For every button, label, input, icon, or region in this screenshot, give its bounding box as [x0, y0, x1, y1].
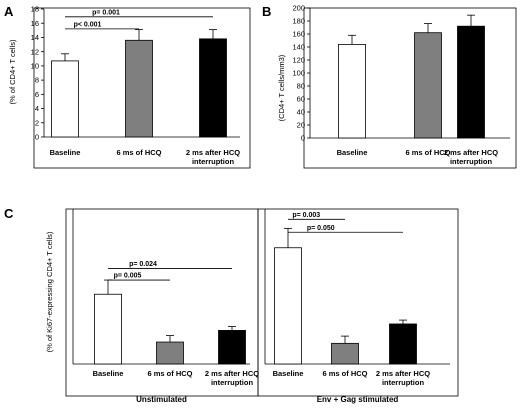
- panel-b-letter: B: [262, 4, 271, 19]
- b-y-tick-label: 140: [292, 43, 305, 52]
- panel-c-left-plot: Baseline 6 ms of HCQ 2 ms after HCQinterru…: [72, 209, 259, 404]
- c-right-p-value-label: p= 0.003: [292, 212, 320, 219]
- b-y-tick-label: 200: [292, 4, 305, 13]
- c-left-p-value-label: p= 0.024: [129, 261, 157, 268]
- c-left-category-label: 6 ms of HCQ: [147, 369, 192, 378]
- panel-a-letter: A: [4, 4, 14, 19]
- c-left-category-label: Baseline: [93, 369, 124, 378]
- c-left-bar: [156, 341, 184, 365]
- b-y-tick-label: 40: [297, 108, 305, 117]
- c-right-category-label: 2 ms after HCQ: [376, 369, 430, 378]
- a-y-tick-label: 18: [31, 5, 39, 14]
- c-right-group-label: Env + Gag stimulated: [317, 395, 399, 404]
- c-left-category-label: interruption: [211, 378, 253, 387]
- panel-b-frame: [303, 7, 517, 169]
- a-p-value-label: p< 0.001: [74, 21, 102, 28]
- b-bar: [414, 32, 442, 139]
- a-y-tick-label: 4: [35, 104, 39, 113]
- b-bar: [338, 44, 366, 139]
- c-left-group-label: Unstimulated: [136, 395, 187, 404]
- panel-b-y-axis-label: (CD4+ T cells/mm3): [277, 54, 286, 121]
- a-y-tick-label: 16: [31, 19, 39, 28]
- panel-b: B (CD4+ T cells/mm3) 0 20 40 60 80 100 120 140 1…: [262, 4, 517, 169]
- c-right-bar: [274, 247, 302, 365]
- b-y-tick-label: 100: [292, 69, 305, 78]
- b-y-tick-label: 80: [297, 82, 305, 91]
- c-left-category-label: 2 ms after HCQ: [205, 369, 259, 378]
- panel-a: A (% of CD4+ T cells) 0 2 4 6 8 10 12 14 16 18 Bas…: [4, 4, 251, 169]
- a-y-tick-label: 0: [35, 133, 39, 142]
- a-p-value-label: p= 0.001: [92, 9, 120, 16]
- b-y-tick-label: 60: [297, 95, 305, 104]
- c-right-bar: [331, 342, 359, 365]
- c-right-bar: [389, 323, 417, 365]
- panel-a-y-axis-label: (% of CD4+ T cells): [8, 39, 17, 104]
- a-bar: [125, 39, 153, 138]
- a-y-tick-label: 14: [31, 33, 39, 42]
- a-y-tick-label: 12: [31, 47, 39, 56]
- a-bar: [51, 60, 79, 138]
- panel-c-right-plot: Baseline 6 ms of HCQ 2 ms after HCQinterru…: [264, 209, 450, 404]
- a-bar: [199, 38, 227, 138]
- panel-a-frame: [33, 7, 251, 169]
- c-left-bar: [218, 330, 246, 365]
- c-right-category-label: interruption: [382, 378, 424, 387]
- c-right-category-label: 6 ms of HCQ: [322, 369, 367, 378]
- c-left-bar: [94, 293, 122, 365]
- b-y-tick-label: 180: [292, 17, 305, 26]
- b-category-label: interruption: [450, 157, 492, 166]
- a-category-label: Baseline: [50, 148, 81, 157]
- a-y-tick-label: 10: [31, 61, 39, 70]
- a-y-tick-label: 2: [35, 118, 39, 127]
- a-category-label: interruption: [192, 157, 234, 166]
- panel-b-plot: 0 20 40 60 80 100 120 140 160 180 200 Baseline 6 ms …: [292, 4, 510, 166]
- panel-c-right-frame: [257, 208, 459, 397]
- b-y-tick-label: 120: [292, 56, 305, 65]
- a-y-tick-label: 8: [35, 76, 39, 85]
- panel-c-y-axis-label: (% of Ki67-expressing CD4+ T cells): [45, 231, 54, 352]
- panel-a-plot: 0 2 4 6 8 10 12 14 16 18 Baseline 6 ms of HCQ 2 ms a…: [31, 5, 241, 166]
- a-y-tick-label: 6: [35, 90, 39, 99]
- c-left-p-value-label: p= 0.005: [114, 273, 142, 280]
- b-y-tick-label: 20: [297, 121, 305, 130]
- b-category-label: Baseline: [337, 148, 368, 157]
- b-category-label: 2 ms after HCQ: [444, 148, 498, 157]
- a-category-label: 6 ms of HCQ: [116, 148, 161, 157]
- panel-c-letter: C: [4, 206, 14, 221]
- b-bar: [457, 25, 485, 139]
- b-y-tick-label: 0: [301, 134, 305, 143]
- a-category-label: 2 ms after HCQ: [186, 148, 240, 157]
- c-right-p-value-label: p= 0.050: [307, 225, 335, 232]
- b-category-label: 6 ms of HCQ: [405, 148, 450, 157]
- c-right-category-label: Baseline: [273, 369, 304, 378]
- panel-c: C (% of Ki67-expressing CD4+ T cells) Ba…: [4, 206, 459, 404]
- b-y-tick-label: 160: [292, 30, 305, 39]
